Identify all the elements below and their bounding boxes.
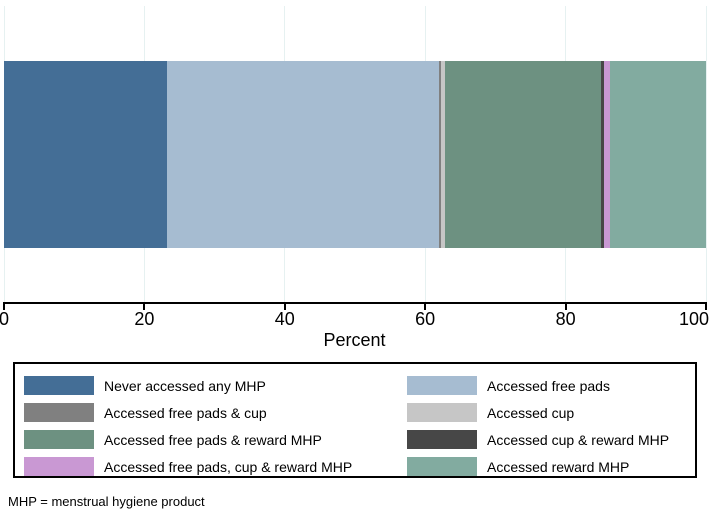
stacked-bar <box>4 61 706 248</box>
legend-item: Accessed free pads <box>407 372 669 399</box>
legend-label: Accessed free pads & cup <box>104 404 267 421</box>
legend-item: Accessed cup & reward MHP <box>407 426 669 453</box>
x-tick-label: 40 <box>274 309 295 329</box>
legend-swatch <box>407 457 477 476</box>
bar-segment <box>441 61 445 248</box>
x-axis-tick <box>3 304 5 310</box>
legend-box: Never accessed any MHP Accessed free pads… <box>13 362 697 478</box>
x-tick-label: 20 <box>134 309 155 329</box>
legend-item: Accessed free pads, cup & reward MHP <box>24 453 352 480</box>
legend-label: Accessed free pads & reward MHP <box>104 431 322 448</box>
legend-item: Accessed cup <box>407 399 669 426</box>
bar-segment <box>604 61 610 248</box>
legend-label: Accessed cup & reward MHP <box>487 431 670 448</box>
footnote: MHP = menstrual hygiene product <box>8 494 205 509</box>
x-tick-label: 80 <box>555 309 576 329</box>
legend-label: Accessed free pads, cup & reward MHP <box>104 458 353 475</box>
legend-item: Accessed free pads & reward MHP <box>24 426 352 453</box>
bar-segment <box>166 61 439 248</box>
bar-segment <box>444 61 601 248</box>
x-tick-label: 0 <box>0 309 10 329</box>
x-axis-tick <box>143 304 146 310</box>
legend-label: Accessed cup <box>487 404 575 421</box>
bar-segment <box>609 61 706 248</box>
x-axis-tick <box>705 304 707 310</box>
gridline <box>705 6 707 302</box>
legend-label: Accessed free pads <box>487 377 610 394</box>
x-axis-line <box>3 302 707 304</box>
legend-label: Accessed reward MHP <box>487 458 630 475</box>
legend-item: Accessed free pads & cup <box>24 399 352 426</box>
legend-item: Never accessed any MHP <box>24 372 352 399</box>
x-tick-label: 100 <box>678 309 709 329</box>
x-axis-tick <box>283 304 286 310</box>
legend-column-left: Never accessed any MHP Accessed free pads… <box>24 372 352 480</box>
bar-segment <box>600 61 605 248</box>
legend-column-right: Accessed free pads Accessed cup Accessed c… <box>407 372 669 480</box>
legend-swatch <box>24 457 94 476</box>
x-axis-title: Percent <box>323 330 386 350</box>
legend-item: Accessed reward MHP <box>407 453 669 480</box>
legend-swatch <box>407 430 477 449</box>
x-tick-label: 60 <box>415 309 436 329</box>
bar-segment <box>438 61 442 248</box>
legend-swatch <box>407 376 477 395</box>
x-axis-tick <box>564 304 567 310</box>
x-axis-tick <box>424 304 427 310</box>
legend-swatch <box>24 403 94 422</box>
legend-swatch <box>24 376 94 395</box>
bar-segment <box>4 61 167 248</box>
legend-label: Never accessed any MHP <box>104 377 266 394</box>
legend-swatch <box>24 430 94 449</box>
legend-swatch <box>407 403 477 422</box>
